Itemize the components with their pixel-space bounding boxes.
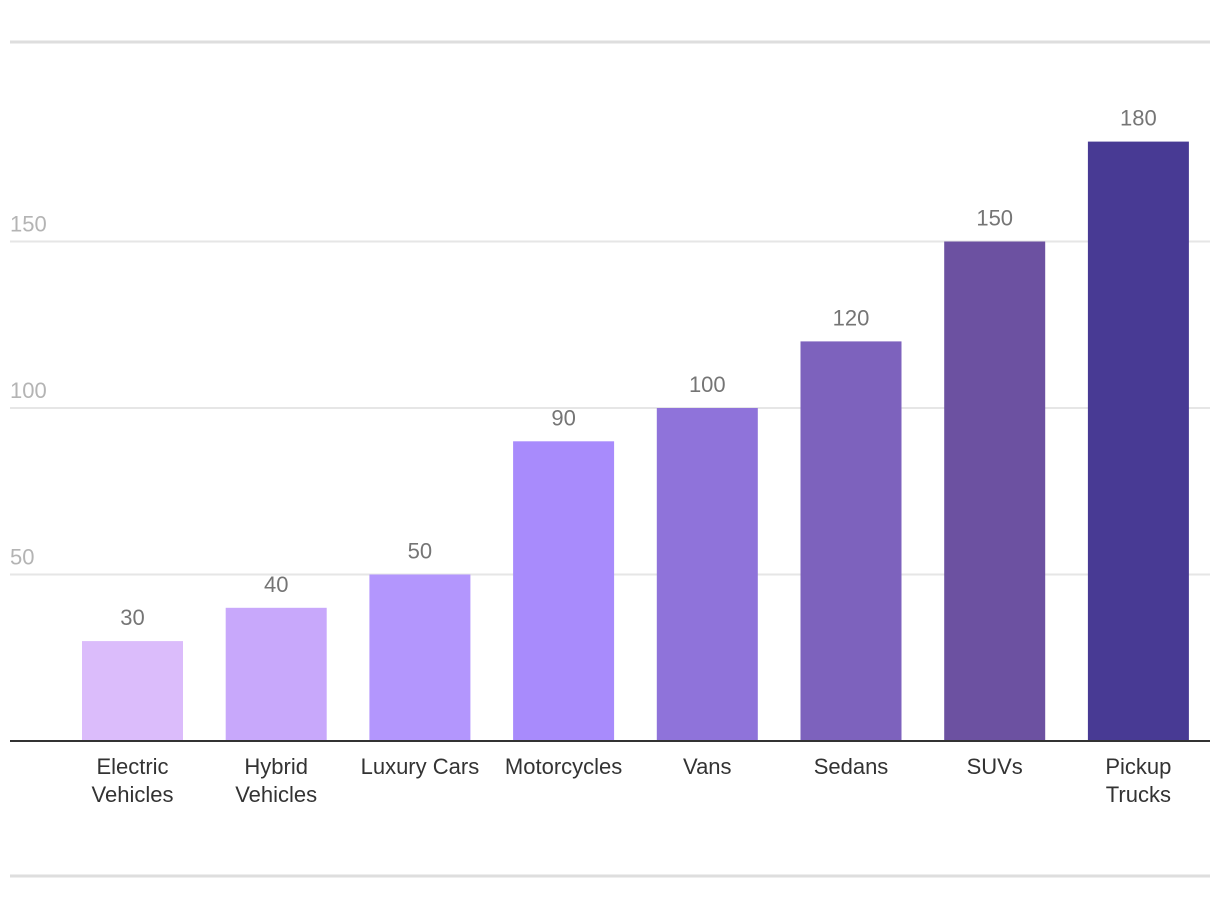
bar-value-label: 150 [976, 206, 1013, 231]
bar-value-label: 40 [264, 572, 288, 597]
x-category-label: Sedans [814, 754, 889, 779]
x-category-label: Luxury Cars [361, 754, 480, 779]
bar [369, 574, 471, 741]
x-category-label: Hybrid [244, 754, 308, 779]
bar [944, 241, 1046, 741]
bars [82, 141, 1189, 742]
y-tick-label: 100 [10, 378, 47, 403]
y-tick-label: 150 [10, 212, 47, 237]
bar [656, 408, 758, 741]
y-tick-label: 50 [10, 545, 34, 570]
bar-value-label: 100 [689, 372, 726, 397]
bar [800, 341, 902, 741]
value-labels: 30 40 50 90 100 120 150 180 [120, 106, 1157, 630]
x-category-label: Pickup [1105, 754, 1171, 779]
bar [225, 607, 327, 741]
y-axis-ticks: 50 100 150 [10, 212, 47, 570]
x-category-label: Trucks [1106, 782, 1171, 807]
category-labels: Electric Vehicles Hybrid Vehicles Luxury Car… [92, 754, 1172, 807]
bar [82, 641, 183, 741]
bar [513, 441, 615, 741]
x-category-label: Vehicles [235, 782, 317, 807]
x-category-label: SUVs [967, 754, 1023, 779]
x-category-label: Vans [683, 754, 732, 779]
bar-value-label: 30 [120, 605, 144, 630]
bar [1087, 141, 1189, 742]
x-category-label: Electric [96, 754, 168, 779]
bar-value-label: 180 [1120, 106, 1157, 131]
x-category-label: Vehicles [92, 782, 174, 807]
x-category-label: Motorcycles [505, 754, 622, 779]
bar-value-label: 120 [833, 305, 870, 330]
bar-value-label: 50 [408, 539, 432, 564]
bar-value-label: 90 [551, 405, 575, 430]
